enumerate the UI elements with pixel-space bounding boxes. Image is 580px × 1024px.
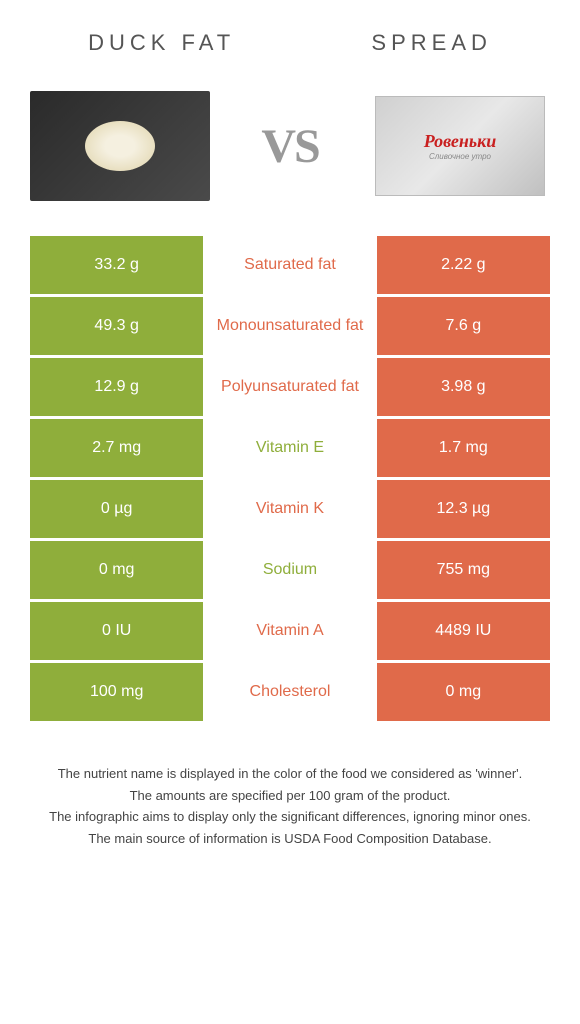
left-food-title: DUCK FAT: [88, 30, 235, 56]
table-row: 0 IUVitamin A4489 IU: [30, 602, 550, 660]
right-value-cell: 2.22 g: [377, 236, 550, 294]
footer-line: The main source of information is USDA F…: [30, 829, 550, 849]
table-row: 49.3 gMonounsaturated fat7.6 g: [30, 297, 550, 355]
nutrient-label-cell: Saturated fat: [203, 236, 376, 294]
right-food-title: SPREAD: [371, 30, 491, 56]
left-value-cell: 12.9 g: [30, 358, 203, 416]
table-row: 0 mgSodium755 mg: [30, 541, 550, 599]
right-value-cell: 0 mg: [377, 663, 550, 721]
footer-line: The nutrient name is displayed in the co…: [30, 764, 550, 784]
duck-fat-illustration: [30, 91, 210, 201]
left-value-cell: 100 mg: [30, 663, 203, 721]
left-food-image: [30, 86, 210, 206]
images-row: VS Ровеньки Сливочное утро: [0, 76, 580, 236]
table-row: 33.2 gSaturated fat2.22 g: [30, 236, 550, 294]
right-value-cell: 1.7 mg: [377, 419, 550, 477]
right-value-cell: 3.98 g: [377, 358, 550, 416]
left-value-cell: 0 mg: [30, 541, 203, 599]
table-row: 12.9 gPolyunsaturated fat3.98 g: [30, 358, 550, 416]
left-value-cell: 2.7 mg: [30, 419, 203, 477]
nutrient-label-cell: Vitamin E: [203, 419, 376, 477]
spread-package-illustration: Ровеньки Сливочное утро: [375, 96, 545, 196]
table-row: 0 µgVitamin K12.3 µg: [30, 480, 550, 538]
spread-brand-text: Ровеньки: [424, 131, 497, 152]
right-value-cell: 4489 IU: [377, 602, 550, 660]
right-value-cell: 12.3 µg: [377, 480, 550, 538]
left-value-cell: 0 µg: [30, 480, 203, 538]
nutrient-label-cell: Monounsaturated fat: [203, 297, 376, 355]
right-value-cell: 755 mg: [377, 541, 550, 599]
nutrient-label-cell: Cholesterol: [203, 663, 376, 721]
left-value-cell: 33.2 g: [30, 236, 203, 294]
footer-line: The infographic aims to display only the…: [30, 807, 550, 827]
right-value-cell: 7.6 g: [377, 297, 550, 355]
nutrient-label-cell: Polyunsaturated fat: [203, 358, 376, 416]
nutrient-label-cell: Vitamin K: [203, 480, 376, 538]
left-value-cell: 0 IU: [30, 602, 203, 660]
left-value-cell: 49.3 g: [30, 297, 203, 355]
footer-line: The amounts are specified per 100 gram o…: [30, 786, 550, 806]
nutrient-label-cell: Sodium: [203, 541, 376, 599]
table-row: 100 mgCholesterol0 mg: [30, 663, 550, 721]
table-row: 2.7 mgVitamin E1.7 mg: [30, 419, 550, 477]
vs-badge: VS: [261, 119, 318, 174]
nutrient-label-cell: Vitamin A: [203, 602, 376, 660]
right-food-image: Ровеньки Сливочное утро: [370, 86, 550, 206]
comparison-table: 33.2 gSaturated fat2.22 g49.3 gMonounsat…: [0, 236, 580, 721]
spread-subtitle-text: Сливочное утро: [429, 152, 491, 161]
footer-notes: The nutrient name is displayed in the co…: [0, 724, 580, 848]
header-row: DUCK FAT SPREAD: [0, 0, 580, 76]
